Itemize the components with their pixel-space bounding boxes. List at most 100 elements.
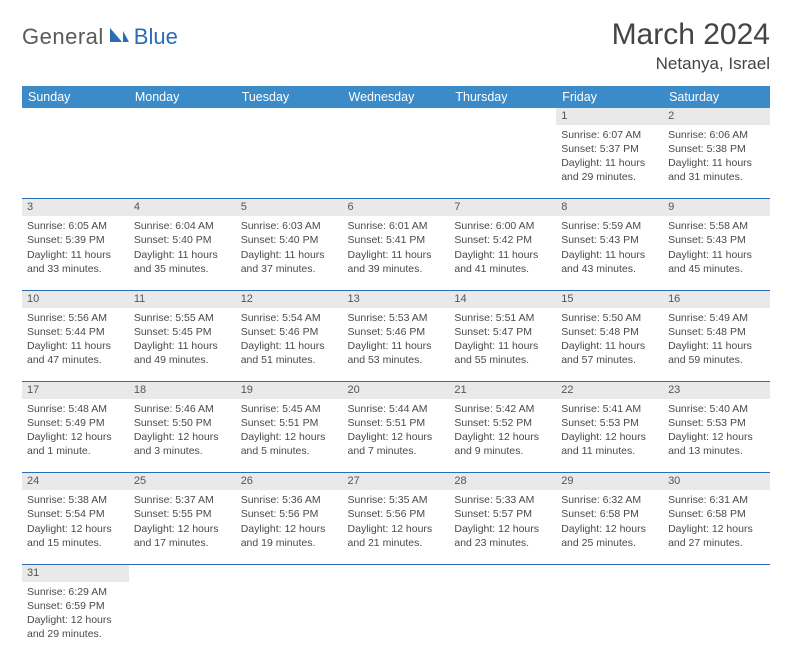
daylight-text: Daylight: 11 hours and 47 minutes. — [27, 339, 124, 367]
day-number: 22 — [556, 382, 663, 399]
sunset-text: Sunset: 6:59 PM — [27, 599, 124, 613]
sunset-text: Sunset: 6:58 PM — [668, 507, 765, 521]
day-cell: Sunrise: 5:35 AMSunset: 5:56 PMDaylight:… — [343, 490, 450, 564]
calendar-table: Sunday Monday Tuesday Wednesday Thursday… — [22, 86, 770, 656]
sunset-text: Sunset: 5:41 PM — [348, 233, 445, 247]
day-number: 5 — [236, 199, 343, 216]
day-number: 1 — [556, 108, 663, 125]
sunrise-text: Sunrise: 5:59 AM — [561, 219, 658, 233]
daynum-row: 31 — [22, 564, 770, 581]
day-cell — [556, 582, 663, 656]
daylight-text: Daylight: 12 hours and 27 minutes. — [668, 522, 765, 550]
day-cell — [129, 582, 236, 656]
sunset-text: Sunset: 5:46 PM — [348, 325, 445, 339]
sunset-text: Sunset: 5:56 PM — [348, 507, 445, 521]
day-cell: Sunrise: 5:48 AMSunset: 5:49 PMDaylight:… — [22, 399, 129, 473]
day-cell: Sunrise: 6:00 AMSunset: 5:42 PMDaylight:… — [449, 216, 556, 290]
sunrise-text: Sunrise: 6:06 AM — [668, 128, 765, 142]
daynum-row: 3456789 — [22, 199, 770, 216]
day-cell: Sunrise: 5:40 AMSunset: 5:53 PMDaylight:… — [663, 399, 770, 473]
logo-text-blue: Blue — [134, 24, 178, 50]
day-cell: Sunrise: 6:06 AMSunset: 5:38 PMDaylight:… — [663, 125, 770, 199]
sunrise-text: Sunrise: 6:04 AM — [134, 219, 231, 233]
day-number — [129, 564, 236, 581]
sunset-text: Sunset: 5:51 PM — [348, 416, 445, 430]
day-cell: Sunrise: 5:55 AMSunset: 5:45 PMDaylight:… — [129, 308, 236, 382]
sunrise-text: Sunrise: 5:51 AM — [454, 311, 551, 325]
daylight-text: Daylight: 11 hours and 37 minutes. — [241, 248, 338, 276]
sunset-text: Sunset: 5:37 PM — [561, 142, 658, 156]
sunset-text: Sunset: 5:46 PM — [241, 325, 338, 339]
sunrise-text: Sunrise: 5:35 AM — [348, 493, 445, 507]
sunrise-text: Sunrise: 5:37 AM — [134, 493, 231, 507]
day-number: 10 — [22, 290, 129, 307]
day-number: 3 — [22, 199, 129, 216]
sunrise-text: Sunrise: 5:50 AM — [561, 311, 658, 325]
sunset-text: Sunset: 5:57 PM — [454, 507, 551, 521]
daylight-text: Daylight: 12 hours and 11 minutes. — [561, 430, 658, 458]
daynum-row: 17181920212223 — [22, 382, 770, 399]
day-number — [449, 564, 556, 581]
weekday-header: Tuesday — [236, 86, 343, 108]
daylight-text: Daylight: 12 hours and 3 minutes. — [134, 430, 231, 458]
sunrise-text: Sunrise: 6:00 AM — [454, 219, 551, 233]
sunset-text: Sunset: 5:51 PM — [241, 416, 338, 430]
sunrise-text: Sunrise: 5:55 AM — [134, 311, 231, 325]
day-cell: Sunrise: 6:31 AMSunset: 6:58 PMDaylight:… — [663, 490, 770, 564]
day-cell: Sunrise: 6:32 AMSunset: 6:58 PMDaylight:… — [556, 490, 663, 564]
daylight-text: Daylight: 11 hours and 59 minutes. — [668, 339, 765, 367]
sunrise-text: Sunrise: 5:53 AM — [348, 311, 445, 325]
day-number: 23 — [663, 382, 770, 399]
day-number — [343, 108, 450, 125]
sunset-text: Sunset: 5:40 PM — [134, 233, 231, 247]
day-cell: Sunrise: 5:49 AMSunset: 5:48 PMDaylight:… — [663, 308, 770, 382]
sunrise-text: Sunrise: 5:45 AM — [241, 402, 338, 416]
day-cell: Sunrise: 5:38 AMSunset: 5:54 PMDaylight:… — [22, 490, 129, 564]
day-number: 17 — [22, 382, 129, 399]
day-cell: Sunrise: 5:44 AMSunset: 5:51 PMDaylight:… — [343, 399, 450, 473]
sunset-text: Sunset: 5:44 PM — [27, 325, 124, 339]
sunset-text: Sunset: 5:52 PM — [454, 416, 551, 430]
weekday-header: Wednesday — [343, 86, 450, 108]
week-row: Sunrise: 5:38 AMSunset: 5:54 PMDaylight:… — [22, 490, 770, 564]
weekday-header: Sunday — [22, 86, 129, 108]
daylight-text: Daylight: 12 hours and 5 minutes. — [241, 430, 338, 458]
day-cell: Sunrise: 5:45 AMSunset: 5:51 PMDaylight:… — [236, 399, 343, 473]
day-cell: Sunrise: 6:01 AMSunset: 5:41 PMDaylight:… — [343, 216, 450, 290]
sunrise-text: Sunrise: 5:44 AM — [348, 402, 445, 416]
daylight-text: Daylight: 12 hours and 15 minutes. — [27, 522, 124, 550]
day-number: 12 — [236, 290, 343, 307]
day-cell: Sunrise: 5:58 AMSunset: 5:43 PMDaylight:… — [663, 216, 770, 290]
sunrise-text: Sunrise: 5:48 AM — [27, 402, 124, 416]
day-cell: Sunrise: 6:03 AMSunset: 5:40 PMDaylight:… — [236, 216, 343, 290]
day-number — [343, 564, 450, 581]
daylight-text: Daylight: 11 hours and 51 minutes. — [241, 339, 338, 367]
day-cell: Sunrise: 5:53 AMSunset: 5:46 PMDaylight:… — [343, 308, 450, 382]
daylight-text: Daylight: 11 hours and 35 minutes. — [134, 248, 231, 276]
week-row: Sunrise: 6:29 AMSunset: 6:59 PMDaylight:… — [22, 582, 770, 656]
day-number: 27 — [343, 473, 450, 490]
daylight-text: Daylight: 11 hours and 33 minutes. — [27, 248, 124, 276]
location-label: Netanya, Israel — [612, 54, 770, 74]
page-title: March 2024 — [612, 18, 770, 52]
daylight-text: Daylight: 12 hours and 21 minutes. — [348, 522, 445, 550]
weekday-header-row: Sunday Monday Tuesday Wednesday Thursday… — [22, 86, 770, 108]
day-number — [236, 108, 343, 125]
daylight-text: Daylight: 11 hours and 29 minutes. — [561, 156, 658, 184]
day-cell: Sunrise: 5:41 AMSunset: 5:53 PMDaylight:… — [556, 399, 663, 473]
week-row: Sunrise: 6:07 AMSunset: 5:37 PMDaylight:… — [22, 125, 770, 199]
day-number: 25 — [129, 473, 236, 490]
daylight-text: Daylight: 11 hours and 45 minutes. — [668, 248, 765, 276]
sunrise-text: Sunrise: 5:36 AM — [241, 493, 338, 507]
daylight-text: Daylight: 12 hours and 23 minutes. — [454, 522, 551, 550]
day-number — [22, 108, 129, 125]
sunset-text: Sunset: 5:56 PM — [241, 507, 338, 521]
day-number: 14 — [449, 290, 556, 307]
daylight-text: Daylight: 11 hours and 57 minutes. — [561, 339, 658, 367]
daylight-text: Daylight: 12 hours and 17 minutes. — [134, 522, 231, 550]
day-number: 11 — [129, 290, 236, 307]
sunset-text: Sunset: 5:43 PM — [561, 233, 658, 247]
day-cell: Sunrise: 5:42 AMSunset: 5:52 PMDaylight:… — [449, 399, 556, 473]
sunset-text: Sunset: 5:49 PM — [27, 416, 124, 430]
daylight-text: Daylight: 12 hours and 9 minutes. — [454, 430, 551, 458]
